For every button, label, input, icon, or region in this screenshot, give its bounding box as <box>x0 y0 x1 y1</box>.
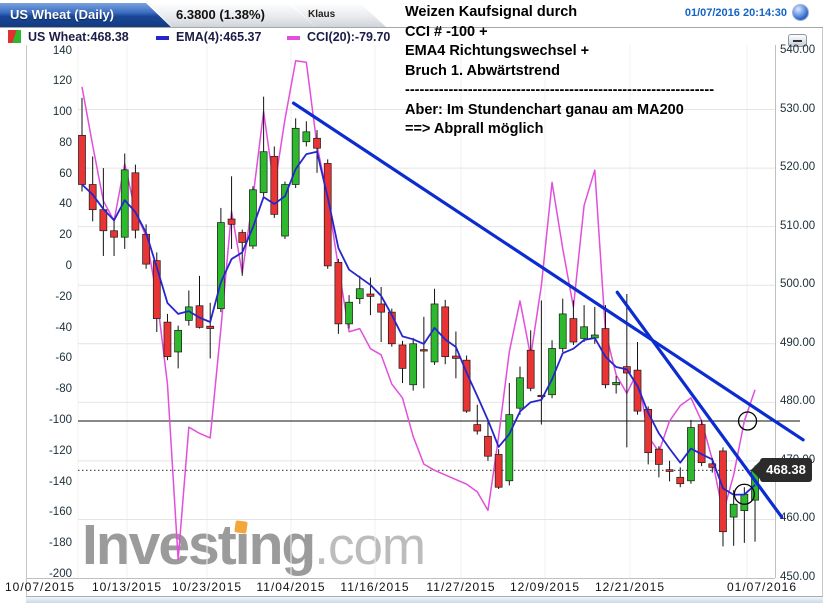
cci-tick-label: 140 <box>52 44 72 57</box>
price-tick-label: 490.00 <box>780 336 816 349</box>
price-tick-label: 540.00 <box>780 44 816 56</box>
annotation-line: Weizen Kaufsignal durch <box>405 4 578 20</box>
annotation-line: Aber: Im Stundenchart ganau am MA200 <box>405 101 684 118</box>
cci-tick-label: 40 <box>59 198 72 211</box>
cci-tick-label: -100 <box>48 414 72 427</box>
watermark-suffix: .com <box>314 517 426 576</box>
price-tick-label: 520.00 <box>780 161 816 174</box>
price-tick-label: 480.00 <box>780 395 816 408</box>
cci-tick-label: 20 <box>59 229 72 242</box>
ema-line-icon <box>156 36 169 40</box>
minus-icon <box>793 40 802 42</box>
cci-tick-label: -180 <box>48 537 72 550</box>
frame-border-top <box>0 27 823 28</box>
cci-line-icon <box>287 36 300 40</box>
date-tick-label: 10/07/2015 <box>4 580 76 594</box>
watermark-brand: Investing <box>82 513 316 577</box>
annotation-block: Weizen Kaufsignal durch CCI # -100 + EMA4 … <box>405 3 714 140</box>
tab-quote[interactable]: 6.3800 (1.38%) <box>148 3 316 27</box>
frame-border-right <box>822 28 823 596</box>
cci-tick-label: -120 <box>48 444 72 457</box>
legend-item-us-wheat[interactable]: US Wheat:468.38 <box>28 30 129 44</box>
watermark: Investing.com <box>82 512 426 578</box>
price-tick-label: 510.00 <box>780 219 816 232</box>
cci-tick-label: -160 <box>48 506 72 519</box>
annotation-line: Bruch 1. Abwärtstrend <box>405 62 560 79</box>
date-tick-label: 10/13/2015 <box>91 580 163 594</box>
price-tick-label: 530.00 <box>780 102 816 115</box>
cci-tick-label: 0 <box>65 260 72 273</box>
legend-item-ema[interactable]: EMA(4):465.37 <box>176 30 262 44</box>
cci-tick-label: 80 <box>59 136 72 149</box>
annotation-line: ----------------------------------------… <box>405 82 715 98</box>
tab-label: Klaus <box>308 9 336 20</box>
date-tick-label: 11/16/2015 <box>340 580 410 594</box>
tab-us-wheat-daily[interactable]: US Wheat (Daily) <box>0 3 171 27</box>
annotation-line: EMA4 Richtungswechsel + <box>405 43 590 59</box>
cci-tick-label: 120 <box>52 75 72 88</box>
bottom-scrollbar[interactable] <box>26 596 823 603</box>
cci-tick-label: -200 <box>48 568 72 580</box>
cci-tick-label: -20 <box>55 290 72 303</box>
cci-tick-label: -140 <box>48 475 72 488</box>
candle-swatch-icon <box>8 30 21 43</box>
price-tick-label: 500.00 <box>780 278 816 291</box>
sphere-logo-icon <box>792 4 809 21</box>
tab-label: 6.3800 (1.38%) <box>176 7 265 22</box>
chart-timestamp: 01/07/2016 20:14:30 <box>684 7 787 19</box>
date-tick-label: 11/04/2015 <box>256 580 326 594</box>
minimize-button[interactable] <box>788 34 807 47</box>
price-tick-label: 460.00 <box>780 512 816 525</box>
axis-separator <box>775 45 776 578</box>
frame-border-left <box>26 45 27 596</box>
legend-item-cci[interactable]: CCI(20):-79.70 <box>307 30 391 44</box>
cci-tick-label: -80 <box>55 383 72 396</box>
date-tick-label: 11/27/2015 <box>426 580 496 594</box>
xaxis-separator <box>26 578 775 579</box>
cci-tick-label: 100 <box>52 106 72 119</box>
tab-label: US Wheat (Daily) <box>10 7 115 22</box>
cci-tick-label: 60 <box>59 167 72 180</box>
date-tick-label: 01/07/2016 <box>726 580 798 594</box>
cci-tick-label: -60 <box>55 352 72 365</box>
date-tick-label: 12/09/2015 <box>509 580 581 594</box>
annotation-line: ==> Abprall möglich <box>405 121 544 137</box>
annotation-line: CCI # -100 + <box>405 23 488 40</box>
legend-row: US Wheat:468.38 EMA(4):465.37 CCI(20):-7… <box>0 28 760 45</box>
price-tick-label: 450.00 <box>780 571 816 583</box>
date-tick-label: 10/23/2015 <box>171 580 243 594</box>
price-badge: 468.38 <box>751 458 812 483</box>
cci-tick-label: -40 <box>55 321 72 334</box>
date-tick-label: 12/21/2015 <box>594 580 666 594</box>
